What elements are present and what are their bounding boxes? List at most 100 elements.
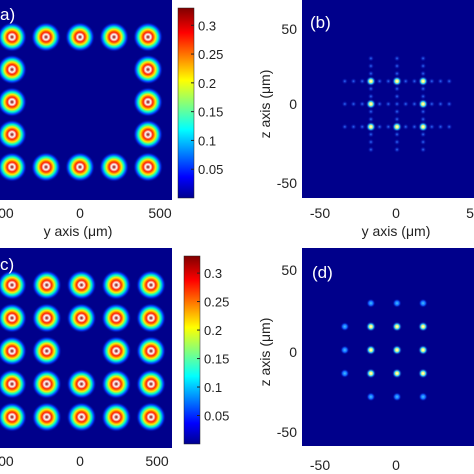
bright-spot-3 (365, 99, 376, 109)
faint-spot-5 (340, 368, 350, 378)
x-tick-1: 0 (76, 205, 84, 221)
bright-spot-8 (418, 368, 429, 379)
bright-spot-0 (365, 76, 376, 87)
panel-b-y-axis-label: z axis (μm) (257, 70, 273, 139)
side-lobe-33 (393, 108, 401, 115)
side-lobe-26 (385, 100, 392, 108)
side-lobe-61 (428, 100, 435, 108)
side-lobe-62 (428, 78, 435, 85)
spot-20 (31, 402, 62, 432)
spot-19 (0, 402, 27, 432)
cb-tick-label-0: 0.3 (198, 18, 216, 33)
spot-4 (133, 22, 163, 52)
panel-c-spots (0, 270, 166, 432)
bright-spot-7 (418, 121, 429, 132)
spot-5 (0, 303, 27, 333)
spot-1 (31, 270, 62, 300)
panel-d-y-axis-label: z axis (μm) (257, 318, 273, 387)
panel-c-colorbar (183, 255, 201, 445)
spot-1 (31, 22, 61, 52)
side-lobe-54 (419, 93, 427, 100)
panel-b-x-ticks: -50 0 5 (310, 205, 474, 221)
side-lobe-47 (419, 146, 427, 153)
side-lobe-19 (367, 70, 375, 77)
side-lobe-23 (376, 100, 383, 108)
spot-2 (66, 270, 97, 300)
side-lobe-13 (367, 116, 375, 123)
side-lobe-24 (376, 78, 383, 85)
side-lobe-55 (419, 85, 427, 93)
spot-0 (0, 22, 27, 52)
faint-spot-0 (366, 298, 376, 308)
y-tick-1: 0 (289, 344, 297, 360)
side-lobe-67 (446, 100, 453, 108)
spot-18 (136, 369, 166, 399)
y-tick-1: 0 (289, 96, 297, 112)
spot-10 (133, 119, 163, 150)
panel-a-colorbar (177, 7, 195, 199)
panel-c-label: c) (0, 255, 14, 274)
spot-15 (31, 369, 62, 399)
panel-a-spots (0, 22, 163, 182)
cb-tick-label-1: 0.25 (198, 47, 223, 62)
side-lobe-52 (419, 108, 427, 115)
bright-spot-3 (365, 345, 376, 355)
spot-5 (0, 54, 27, 85)
side-lobe-58 (419, 62, 427, 70)
spot-23 (136, 402, 166, 432)
x-tick-0: -50 (310, 205, 330, 221)
side-lobe-35 (393, 93, 401, 100)
faint-spot-1 (392, 298, 402, 308)
spot-13 (65, 152, 95, 182)
panel-c: c) 0.3 0.25 0.2 0.15 0.1 0.05 500 0 500 (0, 248, 229, 469)
side-lobe-1 (341, 100, 348, 108)
spot-8 (133, 87, 163, 117)
side-lobe-4 (350, 100, 357, 108)
cb-tick-label-2: 0.2 (198, 76, 216, 91)
side-lobe-66 (446, 123, 453, 130)
side-lobe-10 (367, 138, 375, 146)
panel-d-x-ticks: -50 0 (310, 457, 400, 473)
side-lobe-36 (393, 85, 401, 93)
side-lobe-60 (428, 123, 435, 130)
spot-3 (99, 22, 129, 52)
side-lobe-9 (367, 146, 375, 153)
panel-a-colorbar-ticks: 0.3 0.25 0.2 0.15 0.1 0.05 (191, 18, 223, 177)
spot-0 (0, 270, 27, 300)
side-lobe-59 (419, 55, 427, 62)
y-tick-0: 50 (281, 21, 297, 37)
x-tick-1: 0 (76, 453, 84, 469)
side-lobe-30 (393, 131, 401, 138)
side-lobe-42 (402, 100, 409, 108)
bright-spot-7 (392, 368, 402, 379)
spot-7 (66, 303, 97, 333)
panel-a-x-axis-label: y axis (μm) (44, 223, 113, 239)
spot-15 (133, 152, 163, 182)
panel-d: (d) 50 0 -50 -50 0 z axis (μm) (257, 248, 474, 473)
side-lobe-25 (385, 123, 392, 130)
cb-tick-label-4: 0.1 (198, 133, 216, 148)
cb-tick-label-5: 0.05 (198, 162, 223, 177)
panel-a-label: a) (0, 5, 15, 24)
cb-tick-label-4: 0.1 (204, 380, 222, 395)
spot-12 (31, 152, 61, 182)
side-lobe-5 (350, 78, 357, 85)
side-lobe-34 (393, 100, 401, 108)
bright-spot-2 (418, 321, 429, 332)
cb-tick-label-0: 0.3 (204, 266, 222, 281)
panel-b-y-ticks: 50 0 -50 (277, 21, 297, 191)
panel-a: a) 0.3 0.25 0.2 0.15 0.1 0.05 500 0 500 y axis … (0, 0, 223, 239)
side-lobe-27 (385, 78, 392, 85)
side-lobe-64 (437, 100, 444, 108)
spot-7 (0, 87, 27, 117)
spot-11 (31, 336, 62, 366)
bright-spot-4 (418, 99, 429, 109)
x-tick-0: 500 (0, 205, 14, 221)
side-lobe-48 (419, 138, 427, 146)
bright-spot-0 (365, 321, 376, 332)
side-lobe-44 (411, 123, 418, 130)
panel-b: (b) 50 0 -50 -50 0 5 z axis (μm) y axis (μm) (257, 0, 474, 239)
side-lobe-0 (341, 123, 348, 130)
side-lobe-8 (359, 78, 366, 85)
